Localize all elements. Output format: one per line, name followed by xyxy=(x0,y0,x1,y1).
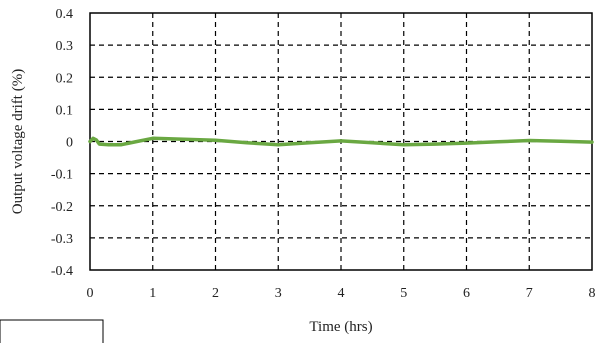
x-axis-ticks: 0 1 2 3 4 5 6 7 8 xyxy=(87,286,596,301)
x-axis-title: Time (hrs) xyxy=(309,319,372,335)
y-axis-title: Output voltage drift (%) xyxy=(10,69,26,214)
y-tick-label: -0.1 xyxy=(51,168,73,183)
x-tick-label: 2 xyxy=(212,286,219,301)
y-tick-label: 0 xyxy=(66,136,73,151)
x-tick-label: 3 xyxy=(275,286,282,301)
y-tick-label: 0.3 xyxy=(56,39,74,54)
x-tick-label: 6 xyxy=(463,286,470,301)
y-tick-label: 0.4 xyxy=(56,7,74,22)
y-tick-label: -0.2 xyxy=(51,200,73,215)
y-axis-ticks: 0.4 0.3 0.2 0.1 0 -0.1 -0.2 -0.3 -0.4 xyxy=(51,7,73,279)
y-tick-label: 0.2 xyxy=(56,71,74,86)
x-tick-label: 0 xyxy=(87,286,94,301)
corner-box-fragment xyxy=(0,319,104,343)
y-tick-label: 0.1 xyxy=(56,103,74,118)
series-group xyxy=(88,136,594,147)
x-tick-label: 4 xyxy=(338,286,345,301)
x-tick-label: 5 xyxy=(400,286,407,301)
x-tick-label: 8 xyxy=(589,286,596,301)
series-line xyxy=(88,136,594,147)
x-tick-label: 7 xyxy=(526,286,533,301)
y-tick-label: -0.4 xyxy=(51,264,73,279)
x-tick-label: 1 xyxy=(149,286,156,301)
y-tick-label: -0.3 xyxy=(51,232,73,247)
